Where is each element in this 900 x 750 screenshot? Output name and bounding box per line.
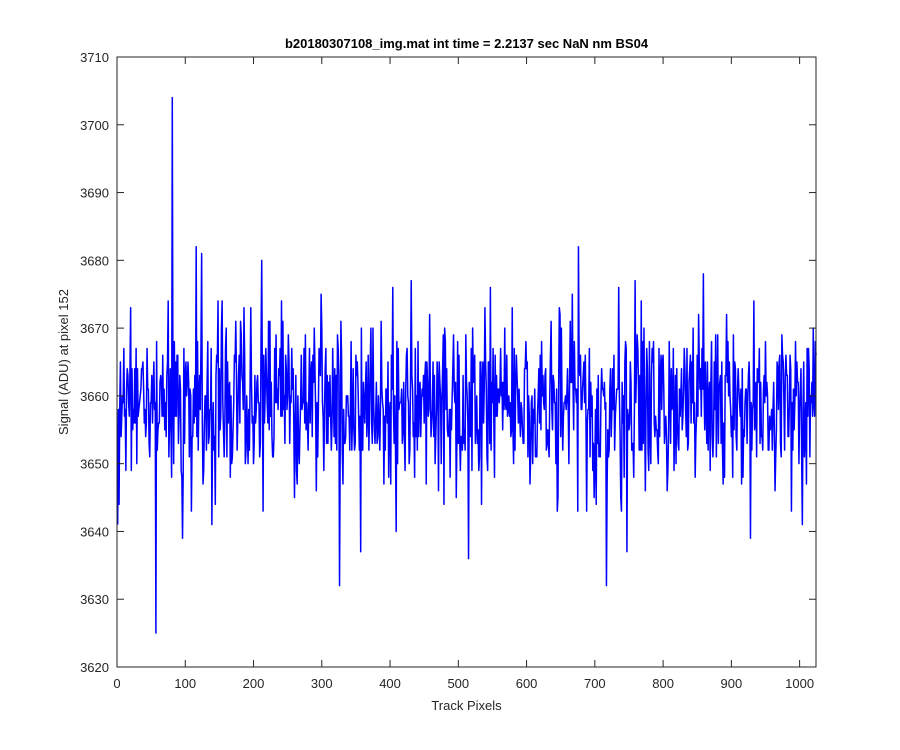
series-layer xyxy=(116,96,817,634)
series-line-0 xyxy=(116,96,817,634)
x-axis: 0 100 200 300 400 500 600 700 800 900 1000 xyxy=(113,57,814,691)
x-tick-label: 0 xyxy=(113,676,120,691)
y-tick-label: 3710 xyxy=(80,50,109,65)
y-tick-label: 3700 xyxy=(80,118,109,133)
y-axis-label: Signal (ADU) at pixel 152 xyxy=(56,289,71,435)
x-tick-label: 1000 xyxy=(785,676,814,691)
x-tick-label: 900 xyxy=(721,676,743,691)
y-tick-label: 3690 xyxy=(80,186,109,201)
x-tick-label: 800 xyxy=(652,676,674,691)
x-tick-label: 100 xyxy=(174,676,196,691)
y-tick-label: 3620 xyxy=(80,660,109,675)
x-tick-label: 300 xyxy=(311,676,333,691)
x-tick-label: 400 xyxy=(379,676,401,691)
x-tick-label: 500 xyxy=(447,676,469,691)
chart-title: b20180307108_img.mat int time = 2.2137 s… xyxy=(285,36,649,51)
y-tick-label: 3630 xyxy=(80,592,109,607)
y-tick-label: 3660 xyxy=(80,389,109,404)
y-tick-label: 3680 xyxy=(80,253,109,268)
y-axis: 3620 3630 3640 3650 3660 3670 3680 3690 3700 3710 xyxy=(80,50,816,675)
y-tick-label: 3650 xyxy=(80,457,109,472)
axes-box xyxy=(116,56,817,668)
y-tick-label: 3670 xyxy=(80,321,109,336)
x-tick-label: 700 xyxy=(584,676,606,691)
x-tick-label: 200 xyxy=(243,676,265,691)
x-tick-label: 600 xyxy=(516,676,538,691)
y-tick-label: 3640 xyxy=(80,524,109,539)
x-axis-label: Track Pixels xyxy=(431,698,502,713)
